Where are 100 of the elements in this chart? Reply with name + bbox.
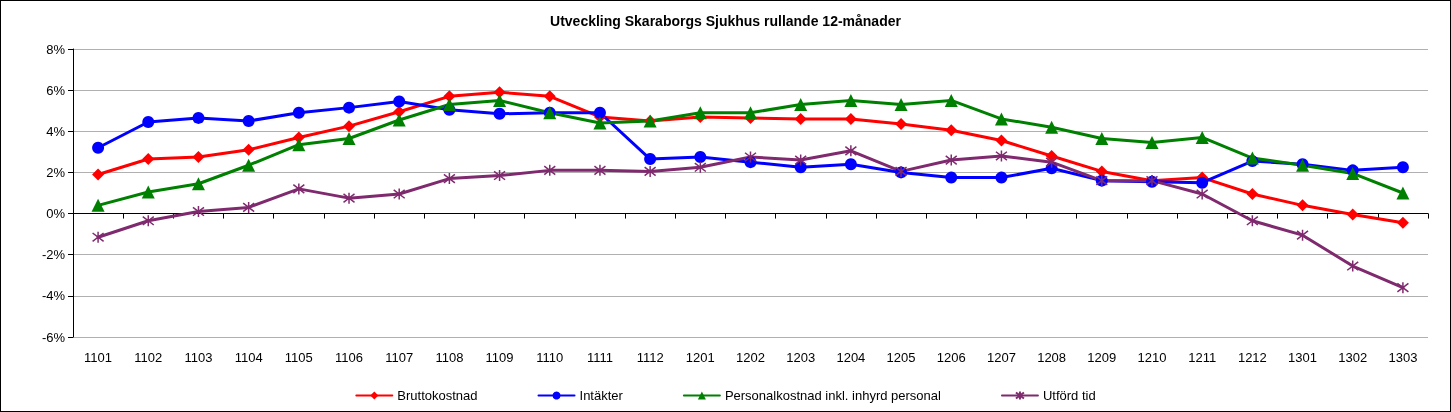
point	[844, 93, 858, 107]
point	[142, 116, 155, 129]
point	[192, 205, 205, 218]
x-tick-label: 1209	[1087, 350, 1117, 365]
y-tick-label: -2%	[41, 247, 66, 263]
point	[794, 112, 807, 125]
point	[393, 95, 406, 108]
point	[91, 230, 105, 244]
point	[995, 149, 1008, 163]
point	[593, 164, 607, 177]
x-tick-label: 1303	[1388, 350, 1418, 365]
point	[292, 106, 305, 119]
y-tick-label: 6%	[46, 82, 66, 98]
point	[443, 172, 456, 185]
point	[543, 164, 557, 177]
legend-label: Personalkostnad inkl. inhyrd personal	[724, 388, 942, 403]
point	[844, 144, 858, 158]
x-tick-label: 1201	[685, 350, 715, 365]
point	[142, 214, 155, 228]
point	[744, 150, 757, 164]
x-tick-label: 1108	[435, 350, 464, 365]
x-tick-label: 1208	[1037, 350, 1067, 365]
x-tick-label: 1211	[1188, 350, 1217, 365]
point	[1045, 149, 1058, 162]
x-tick-label: 1207	[986, 350, 1016, 365]
point	[693, 106, 707, 120]
point	[1296, 228, 1309, 242]
point	[1396, 161, 1409, 174]
point	[242, 115, 255, 127]
point	[292, 138, 306, 152]
x-tick-label: 1102	[134, 350, 163, 365]
x-tick-label: 1203	[786, 350, 816, 365]
x-tick-label: 1107	[385, 350, 414, 365]
x-tick-label: 1212	[1237, 350, 1267, 365]
legend-label: Utförd tid	[1042, 388, 1096, 403]
x-tick-label: 1106	[335, 350, 363, 365]
point	[844, 158, 857, 171]
y-tick-label: 2%	[46, 164, 66, 180]
point	[1045, 120, 1059, 134]
x-tick-label: 1111	[586, 350, 613, 365]
point	[644, 153, 657, 166]
point	[593, 116, 607, 130]
point	[794, 98, 808, 112]
point	[945, 171, 958, 184]
point	[593, 106, 606, 119]
point	[1396, 186, 1410, 200]
point	[694, 151, 707, 163]
y-tick-label: 0%	[46, 206, 66, 222]
point	[242, 143, 255, 156]
point	[392, 187, 406, 201]
point	[995, 134, 1008, 147]
point	[91, 198, 105, 212]
point	[141, 185, 155, 199]
point	[493, 169, 506, 182]
point	[343, 101, 356, 114]
point	[643, 165, 657, 178]
point	[1195, 130, 1209, 144]
legend-label: Intäkter	[579, 388, 624, 403]
point	[995, 171, 1008, 184]
point	[392, 113, 406, 127]
point	[1296, 199, 1309, 212]
x-tick-label: 1103	[184, 350, 213, 365]
point	[343, 120, 356, 133]
point	[895, 118, 908, 131]
point	[1246, 214, 1259, 228]
y-tick-label: -6%	[41, 329, 66, 345]
point	[994, 112, 1008, 126]
point	[1145, 136, 1159, 150]
x-tick-label: 1210	[1137, 350, 1167, 365]
point	[1346, 259, 1359, 273]
point	[1346, 208, 1359, 221]
x-tick-label: 1110	[536, 350, 564, 365]
point	[694, 161, 707, 174]
x-tick-label: 1206	[936, 350, 966, 365]
point	[191, 177, 205, 191]
point	[1095, 131, 1109, 145]
y-tick-label: -4%	[41, 288, 66, 304]
point	[894, 98, 908, 112]
point	[794, 153, 807, 167]
point	[1396, 216, 1409, 229]
x-tick-label: 1104	[234, 350, 263, 365]
x-tick-label: 1204	[836, 350, 866, 365]
x-tick-label: 1105	[284, 350, 313, 365]
x-tick-label: 1301	[1288, 350, 1317, 365]
point	[1246, 188, 1259, 201]
point	[192, 111, 205, 124]
point	[944, 153, 958, 167]
x-tick-label: 1205	[886, 350, 916, 365]
chart-title: Utveckling Skaraborgs Sjukhus rullande 12-månader	[550, 13, 902, 29]
y-tick-label: 4%	[46, 123, 66, 139]
point	[1196, 176, 1209, 189]
y-tick-label: 8%	[46, 41, 66, 57]
x-tick-label: 1302	[1338, 350, 1368, 365]
x-tick-label: 1112	[636, 350, 664, 365]
x-tick-label: 1109	[485, 350, 514, 365]
point	[242, 158, 256, 172]
legend-label: Bruttokostnad	[397, 388, 478, 403]
point	[944, 93, 958, 107]
x-tick-label: 1101	[84, 350, 113, 365]
point	[342, 191, 356, 205]
